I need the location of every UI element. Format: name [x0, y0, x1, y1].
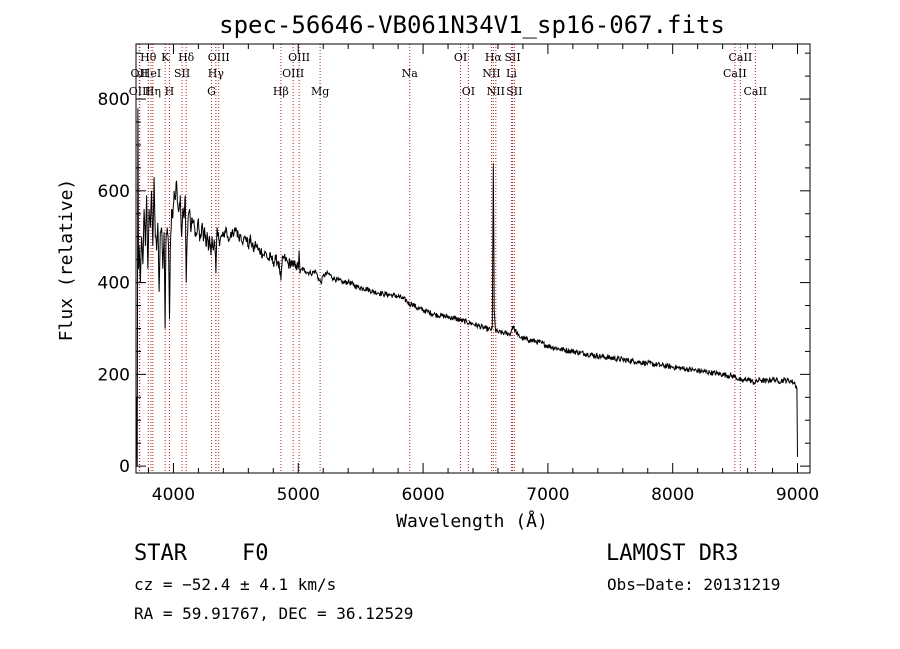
line-label: OIII — [288, 51, 310, 64]
line-label: Hβ — [273, 85, 289, 98]
line-label: NII — [482, 67, 500, 80]
line-label: CaII — [743, 85, 767, 98]
survey-name: LAMOST DR3 — [606, 541, 739, 566]
line-label: OIII — [282, 67, 304, 80]
line-label: SII — [506, 85, 522, 98]
redshift-velocity: cz = −52.4 ± 4.1 km/s — [134, 575, 337, 594]
x-tick-label: 6000 — [401, 485, 444, 505]
line-label: G — [207, 85, 216, 98]
x-tick-label: 8000 — [651, 485, 694, 505]
line-label: Hα — [485, 51, 503, 64]
line-label: NII — [487, 85, 505, 98]
coordinates: RA = 59.91767, DEC = 36.12529 — [134, 604, 414, 623]
line-label: CaII — [729, 51, 753, 64]
spectrum-chart: spec-56646-VB061N34V1_sp16-067.fits OIIO… — [56, 11, 819, 532]
object-subclass: F0 — [242, 541, 269, 566]
plot-frame — [135, 43, 811, 474]
observation-date: Obs−Date: 20131219 — [607, 575, 781, 594]
x-axis-label: Wavelength (Å) — [396, 510, 548, 532]
x-tick-label: 9000 — [776, 485, 819, 505]
chart-title: spec-56646-VB061N34V1_sp16-067.fits — [219, 11, 725, 39]
x-axis: 4000 5000 6000 7000 8000 9000 — [147, 44, 819, 505]
line-label: Hγ — [208, 67, 225, 80]
line-label: H — [165, 85, 175, 98]
y-axis: 0 200 400 600 800 — [98, 52, 810, 477]
line-label: OIII — [129, 85, 151, 98]
line-label: Hη — [145, 85, 161, 98]
line-label: HeI — [141, 67, 161, 80]
line-label: Na — [402, 67, 419, 80]
line-label: OI — [454, 51, 467, 64]
line-label: K — [161, 51, 170, 64]
line-label: Hθ — [140, 51, 157, 64]
spectral-line-markers: OII OIII Hθ HeI Hη K SII H Hδ OIII Hγ G Hβ OIII OIII Mg… — [129, 44, 767, 473]
line-label: OII — [131, 67, 149, 80]
y-axis-label: Flux (relative) — [56, 179, 77, 342]
line-label: Hδ — [178, 51, 195, 64]
x-tick-label: 7000 — [526, 485, 569, 505]
y-tick-label: 0 — [119, 457, 130, 477]
line-label: Mg — [311, 85, 329, 98]
x-tick-label: 4000 — [152, 485, 195, 505]
line-label: SII — [504, 51, 520, 64]
y-tick-label: 400 — [98, 274, 130, 294]
y-tick-label: 200 — [98, 365, 130, 385]
object-class: STAR — [134, 541, 187, 566]
line-label: OIII — [208, 51, 230, 64]
spectrum-series — [135, 108, 798, 467]
y-tick-label: 600 — [98, 182, 130, 202]
x-tick-label: 5000 — [277, 485, 320, 505]
line-label: Li — [506, 67, 517, 80]
line-label: CaII — [723, 67, 747, 80]
line-label: OI — [462, 85, 475, 98]
line-label: SII — [174, 67, 190, 80]
spectrum-line — [135, 108, 798, 467]
y-tick-label: 800 — [98, 90, 130, 110]
